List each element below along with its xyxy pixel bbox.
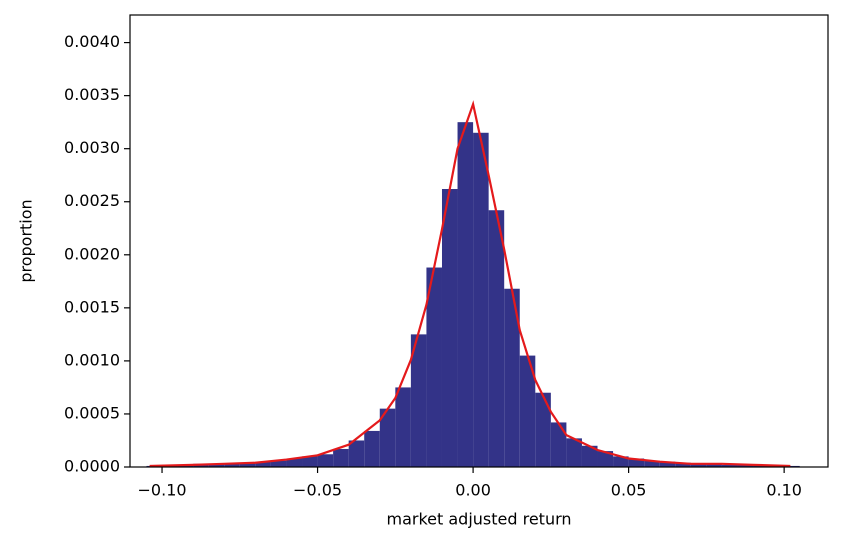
bar	[706, 463, 722, 467]
x-axis-label: market adjusted return	[386, 510, 571, 529]
bar	[566, 438, 582, 467]
bar	[426, 267, 442, 467]
bar	[644, 460, 660, 467]
bar	[255, 461, 271, 467]
y-tick-label: 0.0005	[64, 403, 120, 422]
bar	[348, 440, 365, 467]
bar	[286, 458, 303, 467]
bar	[488, 210, 505, 467]
bar	[441, 189, 458, 467]
bar	[581, 445, 598, 467]
bar	[317, 454, 334, 467]
y-tick-label: 0.0015	[64, 297, 120, 316]
y-tick-label: 0.0020	[64, 244, 120, 263]
bar	[519, 355, 536, 467]
bar	[504, 288, 520, 467]
y-tick-label: 0.0030	[64, 138, 120, 157]
plot-frame	[129, 14, 829, 468]
bar	[457, 122, 474, 468]
y-tick-label: 0.0040	[64, 32, 120, 51]
bar	[208, 463, 225, 467]
bar	[379, 408, 396, 467]
bar	[239, 462, 256, 467]
y-tick-label: 0.0035	[64, 85, 120, 104]
bar	[597, 451, 614, 467]
bar	[395, 387, 411, 467]
x-tick-label: 0.05	[611, 481, 647, 500]
bar	[302, 456, 318, 467]
bar	[721, 464, 738, 467]
x-tick-label: 0.10	[766, 481, 802, 500]
bar	[224, 463, 240, 467]
kde-line	[149, 100, 791, 468]
bar	[613, 456, 629, 467]
x-tick-label: −0.05	[293, 481, 342, 500]
bar	[410, 334, 427, 467]
bar	[535, 392, 551, 467]
bar	[550, 422, 567, 467]
y-tick-label: 0.0010	[64, 350, 120, 369]
bar	[737, 464, 754, 467]
bar	[690, 463, 707, 467]
y-axis-label: proportion	[17, 199, 36, 282]
bar	[333, 448, 349, 467]
bar	[675, 462, 691, 467]
bar	[473, 132, 489, 467]
bar	[659, 461, 676, 467]
bar	[628, 458, 645, 467]
bar	[364, 430, 380, 467]
bar	[270, 460, 287, 467]
x-tick-label: −0.10	[138, 481, 187, 500]
y-tick-label: 0.0000	[64, 457, 120, 476]
y-tick-label: 0.0025	[64, 191, 120, 210]
x-tick-label: 0.00	[455, 481, 491, 500]
